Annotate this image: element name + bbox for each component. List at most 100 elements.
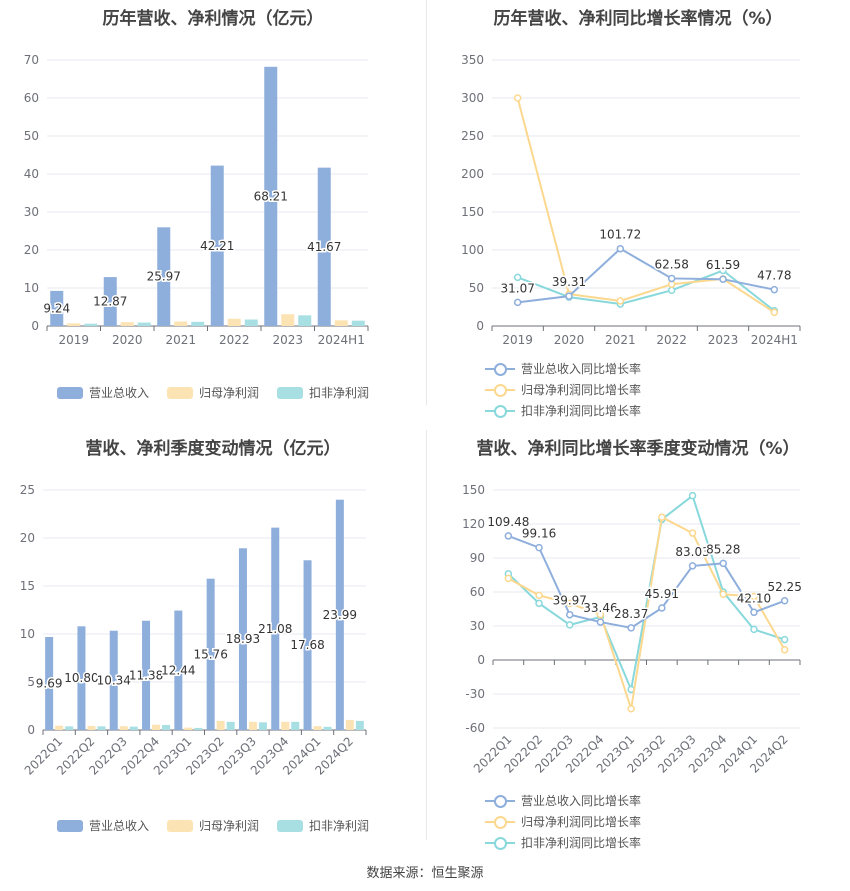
data-point: [770, 285, 779, 294]
bar-deducted-profit: [97, 726, 106, 730]
data-point: [750, 625, 758, 634]
data-point: [627, 704, 635, 713]
y-tick-label: 90: [470, 551, 485, 565]
legend-np-growth[interactable]: 归母净利润同比增长率: [485, 813, 641, 830]
bar-net-profit: [67, 323, 81, 326]
legend-rev-growth[interactable]: 营业总收入同比增长率: [485, 792, 641, 809]
data-point: [596, 618, 605, 626]
y-tick-label: 120: [462, 517, 485, 531]
y-tick-label: 350: [461, 53, 484, 67]
legend-swatch: [485, 815, 515, 829]
bar-deducted-profit: [355, 720, 364, 730]
series-line-net-profit-growth: [507, 515, 786, 710]
bar-revenue: [103, 277, 117, 326]
y-tick-label: 300: [461, 91, 484, 105]
line-data-label: 101.72: [599, 228, 641, 242]
legend-np-growth[interactable]: 归母净利润同比增长率: [485, 381, 641, 398]
legend-net-profit[interactable]: 归母净利润: [166, 384, 259, 401]
y-tick-label: 60: [24, 91, 39, 105]
bar-data-label: 68.21: [254, 189, 288, 203]
annual-revenue-profit-panel: 历年营收、净利情况（亿元） 0 10 20 30 40 50 60 70 2019 2020 202…: [0, 0, 426, 410]
bar-net-profit: [313, 726, 322, 730]
x-tick-label: 2019: [502, 333, 533, 347]
data-point: [513, 298, 522, 307]
bar-data-label: 9.24: [43, 301, 70, 315]
bar-data-label: 10.34: [97, 673, 131, 687]
y-tick-label: 200: [461, 167, 484, 181]
bar-deducted-profit: [191, 321, 205, 326]
legend-dp-growth[interactable]: 扣非净利润同比增长率: [485, 834, 641, 851]
legend-dp-growth[interactable]: 扣非净利润同比增长率: [485, 402, 641, 419]
bar-data-label: 23.99: [323, 608, 357, 622]
bar-net-profit: [345, 719, 354, 730]
x-tick-label: 2021: [605, 333, 636, 347]
bar-deducted-profit: [162, 725, 171, 730]
bar-net-profit: [87, 725, 96, 730]
bar-revenue: [238, 548, 247, 730]
legend-deducted-profit[interactable]: 扣非净利润: [277, 384, 369, 401]
legend-swatch: [485, 362, 515, 376]
y-tick-label: 15: [20, 579, 35, 593]
y-tick-label: 25: [20, 483, 35, 497]
y-tick-label: -30: [465, 687, 485, 701]
legend-revenue[interactable]: 营业总收入: [56, 384, 149, 401]
bar-deducted-profit: [323, 726, 332, 730]
y-tick-label: 10: [24, 281, 39, 295]
y-tick-label: 100: [461, 243, 484, 257]
line-data-label: 31.07: [500, 281, 534, 295]
bar-data-label: 9.69: [36, 676, 63, 690]
data-point: [780, 597, 789, 605]
annual-growth-line-chart: 0 50 100 150 200 250 300 350 2019 2020 2021 2022 202…: [461, 53, 801, 347]
chart-legend: 营业总收入 归母净利润 扣非净利润: [0, 382, 426, 403]
bar-net-profit: [227, 318, 241, 326]
x-tick-label: 2023: [272, 333, 303, 347]
legend-swatch: [56, 386, 83, 399]
line-data-label: 28.37: [614, 607, 648, 621]
bar-revenue: [45, 636, 54, 730]
bar-data-label: 18.93: [226, 632, 260, 646]
data-point: [688, 562, 697, 570]
series-line-net-profit-growth: [516, 97, 775, 314]
line-data-label: 99.16: [522, 527, 556, 541]
bar-net-profit: [281, 314, 295, 326]
legend-rev-growth[interactable]: 营业总收入同比增长率: [485, 360, 641, 377]
y-tick-label: 60: [470, 585, 485, 599]
data-point: [535, 599, 543, 608]
y-tick-label: 10: [20, 627, 35, 641]
bar-deducted-profit: [258, 722, 267, 730]
y-tick-label: 40: [24, 167, 39, 181]
bar-data-label: 12.44: [161, 663, 195, 677]
y-tick-label: 0: [476, 319, 484, 333]
chart-title: 营收、净利同比增长率季度变动情况（%）: [476, 439, 800, 459]
data-point: [667, 286, 676, 295]
x-tick-label: 2019: [58, 333, 89, 347]
data-point: [770, 308, 779, 317]
chart-legend: 营业总收入同比增长率 归母净利润同比增长率 扣非净利润同比增长率: [476, 790, 816, 853]
legend-swatch: [485, 383, 515, 397]
line-data-label: 33.46: [583, 601, 617, 615]
legend-revenue[interactable]: 营业总收入: [56, 817, 149, 834]
line-data-label: 39.31: [552, 275, 586, 289]
y-tick-label: 0: [477, 653, 485, 667]
data-point: [750, 592, 758, 601]
bar-data-label: 10.80: [64, 671, 98, 685]
bar-net-profit: [248, 721, 257, 730]
data-point: [780, 646, 789, 654]
bar-net-profit: [120, 322, 134, 326]
legend-net-profit[interactable]: 归母净利润: [166, 817, 259, 834]
line-data-label: 42.10: [737, 591, 771, 605]
data-point: [565, 292, 573, 300]
bar-net-profit: [174, 321, 188, 326]
y-tick-label: 250: [461, 129, 484, 143]
legend-deducted-profit[interactable]: 扣非净利润: [277, 817, 369, 834]
data-point: [504, 574, 513, 583]
y-tick-label: -60: [465, 721, 485, 735]
y-tick-label: 20: [24, 243, 39, 257]
legend-swatch: [166, 386, 193, 399]
data-point: [658, 513, 666, 521]
quarterly-revenue-profit-panel: 营收、净利季度变动情况（亿元） 0 5 10 15 20 25 2022Q1 2022Q2 20…: [0, 430, 426, 850]
legend-swatch: [56, 819, 83, 832]
bar-net-profit: [119, 726, 128, 730]
x-tick-label: 2024H1: [751, 333, 798, 347]
bar-deducted-profit: [226, 721, 235, 730]
